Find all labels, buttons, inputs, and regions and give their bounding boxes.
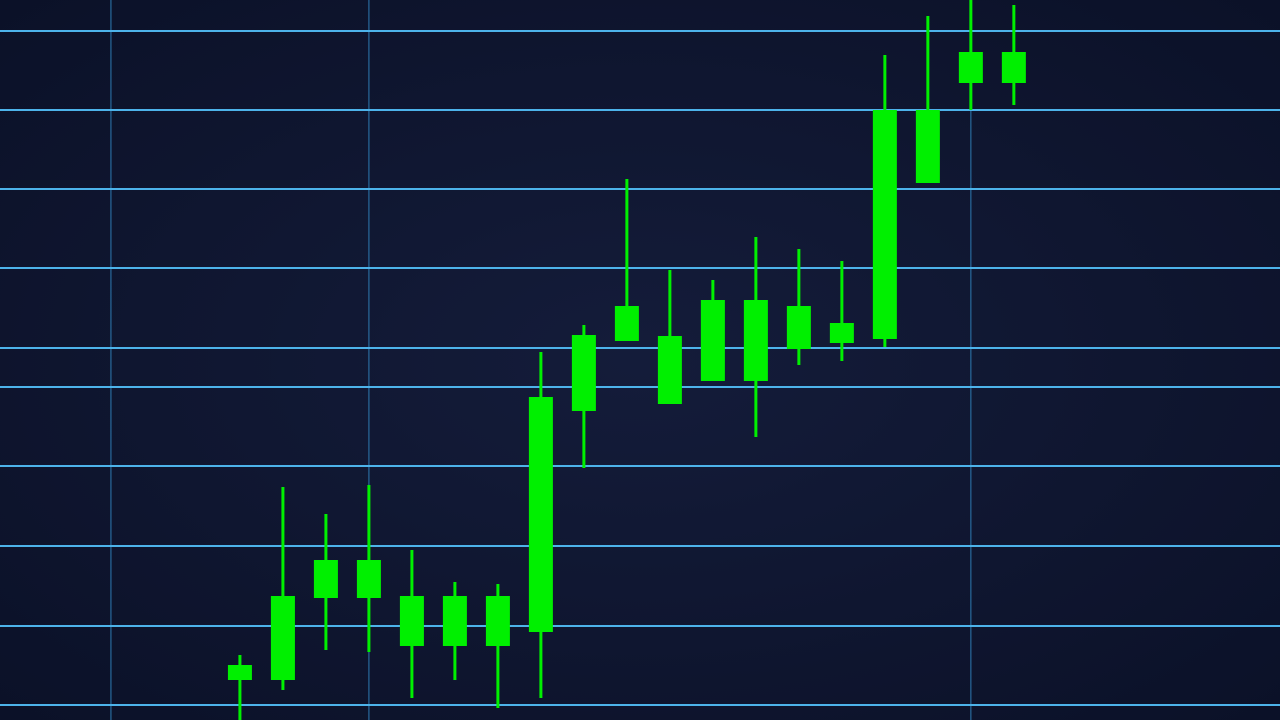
candle-body xyxy=(614,306,639,341)
candle-body xyxy=(270,596,295,680)
candle-body xyxy=(356,560,381,598)
candle-body xyxy=(399,596,424,646)
candle-body xyxy=(872,110,897,339)
candle-body xyxy=(485,596,510,646)
candle-body xyxy=(743,300,768,381)
candle-body xyxy=(528,397,553,632)
candle-body xyxy=(313,560,338,598)
candle-body xyxy=(829,323,854,343)
candle-body xyxy=(657,336,682,404)
candle-body xyxy=(1001,52,1026,83)
candle-body xyxy=(227,665,252,680)
candle-body xyxy=(915,110,940,183)
candle-body xyxy=(958,52,983,83)
candle-body xyxy=(571,335,596,411)
candle-body xyxy=(700,300,725,381)
candle-body xyxy=(786,306,811,349)
candle-body xyxy=(442,596,467,646)
